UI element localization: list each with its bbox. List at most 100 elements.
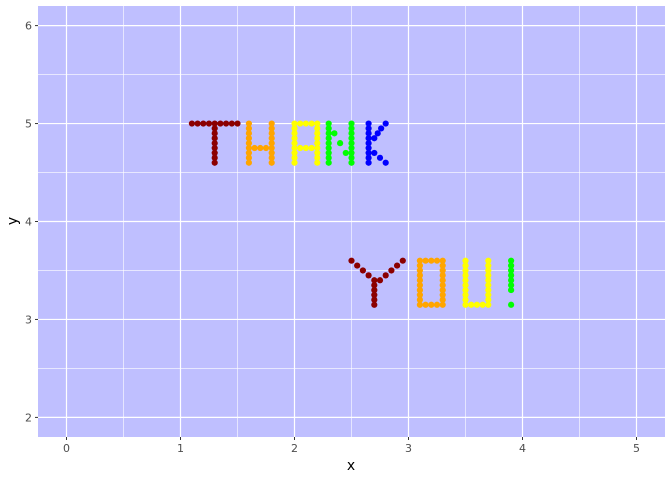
data-point [365, 120, 372, 127]
data-point [416, 296, 423, 303]
data-point [462, 257, 469, 264]
data-point [485, 296, 492, 303]
data-point [485, 277, 492, 284]
data-point [433, 301, 441, 308]
data-point [268, 149, 275, 157]
data-point [371, 282, 378, 289]
data-point [325, 154, 332, 161]
data-point [422, 257, 429, 264]
data-point [325, 140, 332, 147]
data-point [416, 272, 423, 279]
data-point [314, 159, 321, 166]
data-point [200, 120, 207, 127]
data-point [462, 301, 469, 308]
data-point [291, 159, 298, 166]
data-point [439, 286, 446, 294]
data-point [348, 159, 355, 166]
data-point [308, 144, 315, 152]
x-tick-label: 2 [291, 442, 298, 455]
data-point [485, 262, 492, 269]
data-point [378, 125, 385, 132]
data-point [291, 135, 298, 142]
data-point [485, 272, 492, 279]
data-point [325, 120, 332, 127]
data-point [508, 277, 515, 284]
data-point [211, 120, 218, 127]
data-point [348, 149, 355, 157]
data-point [257, 144, 264, 152]
data-point [462, 262, 469, 269]
data-point [314, 135, 321, 142]
data-point [462, 282, 469, 289]
data-point [268, 140, 275, 147]
data-point [371, 277, 378, 284]
data-point [348, 144, 355, 152]
data-point [297, 144, 304, 152]
x-axis-title: x [347, 458, 355, 474]
data-point [325, 149, 332, 157]
data-point [314, 154, 321, 161]
data-point [194, 120, 201, 127]
x-tick-label: 4 [519, 442, 526, 455]
data-point [234, 120, 241, 127]
data-point [297, 120, 304, 127]
data-point [268, 135, 275, 142]
data-point [291, 140, 298, 147]
data-point [314, 130, 321, 137]
data-point [365, 149, 372, 157]
data-point [268, 120, 275, 127]
data-point [416, 301, 423, 308]
y-tick-label: 4 [25, 216, 32, 229]
data-point [359, 267, 366, 274]
data-point [211, 154, 218, 161]
data-point [245, 125, 252, 132]
data-point [211, 135, 218, 142]
data-point [348, 135, 355, 142]
data-point [508, 267, 515, 274]
data-point [439, 296, 446, 303]
data-point [416, 291, 423, 299]
data-point [371, 286, 378, 294]
data-point [308, 120, 315, 127]
data-point [508, 262, 515, 269]
data-point [485, 257, 492, 264]
data-point [388, 267, 395, 274]
data-point [485, 267, 492, 274]
data-point [394, 262, 401, 269]
data-point [416, 277, 423, 284]
data-point [508, 282, 515, 289]
data-point [325, 130, 332, 137]
data-point [348, 130, 355, 137]
data-point [508, 257, 515, 264]
data-point [439, 282, 446, 289]
data-point [365, 135, 372, 142]
data-point [371, 301, 378, 308]
data-point [245, 149, 252, 157]
data-point [325, 159, 332, 166]
data-point [462, 267, 469, 274]
data-point [205, 120, 213, 127]
data-point [268, 125, 275, 132]
data-point [337, 140, 344, 147]
data-point [485, 301, 492, 308]
data-point [302, 144, 309, 152]
x-tick-label: 5 [633, 442, 640, 455]
data-point [291, 144, 298, 152]
data-point [462, 277, 469, 284]
data-point [416, 282, 423, 289]
data-point [439, 291, 446, 299]
data-point [245, 144, 252, 152]
data-point [228, 120, 235, 127]
data-point [371, 135, 378, 142]
data-point [262, 144, 270, 152]
data-point [485, 291, 492, 299]
data-point [365, 154, 372, 161]
data-point [485, 282, 492, 289]
data-point [268, 130, 275, 137]
y-tick-label: 6 [25, 20, 32, 33]
data-point [416, 262, 423, 269]
data-point [314, 144, 321, 152]
data-point [376, 277, 384, 284]
data-point [211, 159, 218, 166]
